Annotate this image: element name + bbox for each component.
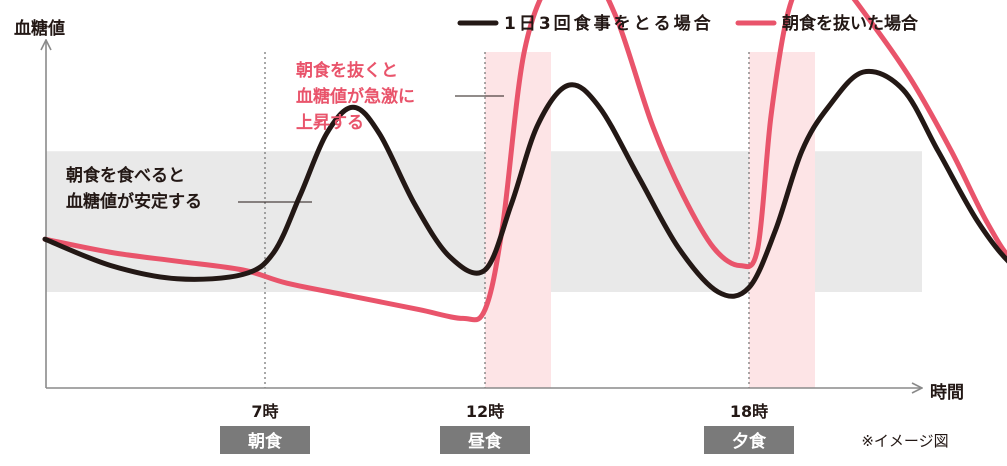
series-skip-breakfast (42, 0, 1007, 323)
meal-box-7 (220, 426, 310, 454)
meal-box-18 (704, 426, 794, 454)
annotation-black-line-0: 朝食を食べると (66, 165, 185, 186)
meal-label-18: 夕食 (732, 431, 767, 452)
meal-time-guides (264, 52, 750, 388)
meal-box-12 (440, 426, 530, 454)
series-lines (42, 0, 1007, 323)
series-three-meals (42, 68, 1007, 299)
legend: 1日3回食事をとる場合 朝食を抜いた場合 (457, 13, 919, 34)
y-axis-label: 血糖値 (14, 18, 65, 39)
legend-label-0: 1日3回食事をとる場合 (504, 13, 714, 34)
axes (46, 40, 922, 388)
meal-label-7: 朝食 (248, 431, 283, 452)
highlight-18 (749, 52, 815, 388)
tick-label-7: 7時 (251, 402, 278, 421)
tick-label-18: 18時 (730, 402, 768, 421)
legend-label-1: 朝食を抜いた場合 (782, 13, 919, 34)
meal-label-12: 昼食 (468, 431, 503, 452)
annotation-pink-line-1: 血糖値が急激に (296, 86, 415, 107)
annotation-black-line-1: 血糖値が安定する (66, 191, 202, 212)
annotation-pink-line-2: 上昇する (296, 113, 364, 133)
image-note: ※イメージ図 (861, 432, 948, 450)
tick-label-12: 12時 (466, 402, 504, 421)
x-axis-label: 時間 (930, 382, 964, 403)
annotation-pink-line-0: 朝食を抜くと (296, 60, 398, 81)
